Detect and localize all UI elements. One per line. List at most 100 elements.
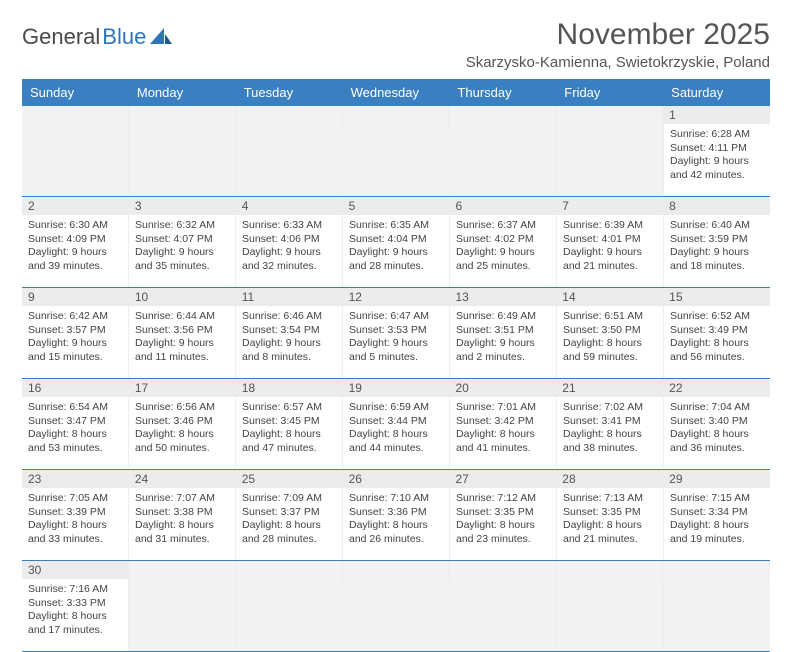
daynum-18: 18 xyxy=(236,379,343,397)
day-sunrise: Sunrise: 7:13 AM xyxy=(563,492,657,506)
daynum-22: 22 xyxy=(663,379,770,397)
day-day1: Daylight: 8 hours xyxy=(563,519,657,533)
daynum-row: 30 xyxy=(22,561,770,579)
daynum-20: 20 xyxy=(449,379,556,397)
day-cell: Sunrise: 6:52 AMSunset: 3:49 PMDaylight:… xyxy=(664,306,770,378)
day-sunset: Sunset: 3:46 PM xyxy=(135,415,229,429)
daynum-19: 19 xyxy=(343,379,450,397)
day-sunset: Sunset: 3:41 PM xyxy=(563,415,657,429)
month-title: November 2025 xyxy=(466,18,770,52)
day-cell: Sunrise: 7:02 AMSunset: 3:41 PMDaylight:… xyxy=(557,397,664,469)
day-sunrise: Sunrise: 7:10 AM xyxy=(349,492,443,506)
day-sunrise: Sunrise: 6:47 AM xyxy=(349,310,443,324)
day-sunset: Sunset: 3:56 PM xyxy=(135,324,229,338)
day-day2: and 26 minutes. xyxy=(349,533,443,547)
day-day1: Daylight: 8 hours xyxy=(28,519,122,533)
daynum-8: 8 xyxy=(663,197,770,215)
daynum-10: 10 xyxy=(129,288,236,306)
logo: GeneralBlue xyxy=(22,24,172,50)
day-day1: Daylight: 8 hours xyxy=(563,428,657,442)
daynum-28: 28 xyxy=(556,470,663,488)
day-cell: Sunrise: 6:46 AMSunset: 3:54 PMDaylight:… xyxy=(236,306,343,378)
day-sunrise: Sunrise: 7:07 AM xyxy=(135,492,229,506)
day-day2: and 41 minutes. xyxy=(456,442,550,456)
day-sunrise: Sunrise: 6:51 AM xyxy=(563,310,657,324)
weekday-header-saturday: Saturday xyxy=(663,79,770,106)
day-cell: Sunrise: 6:39 AMSunset: 4:01 PMDaylight:… xyxy=(557,215,664,287)
daynum-empty xyxy=(22,106,129,124)
day-cell: Sunrise: 6:37 AMSunset: 4:02 PMDaylight:… xyxy=(450,215,557,287)
day-day1: Daylight: 9 hours xyxy=(563,246,657,260)
daynum-empty xyxy=(556,561,663,579)
day-cell: Sunrise: 7:13 AMSunset: 3:35 PMDaylight:… xyxy=(557,488,664,560)
week-row: Sunrise: 7:16 AMSunset: 3:33 PMDaylight:… xyxy=(22,579,770,652)
week-row: Sunrise: 6:42 AMSunset: 3:57 PMDaylight:… xyxy=(22,306,770,379)
day-cell: Sunrise: 7:15 AMSunset: 3:34 PMDaylight:… xyxy=(664,488,770,560)
day-day1: Daylight: 8 hours xyxy=(242,428,336,442)
day-sunrise: Sunrise: 6:44 AM xyxy=(135,310,229,324)
day-day1: Daylight: 8 hours xyxy=(456,428,550,442)
day-sunset: Sunset: 3:57 PM xyxy=(28,324,122,338)
day-day2: and 21 minutes. xyxy=(563,260,657,274)
daynum-row: 23242526272829 xyxy=(22,470,770,488)
day-sunset: Sunset: 4:01 PM xyxy=(563,233,657,247)
day-sunset: Sunset: 3:40 PM xyxy=(670,415,764,429)
day-day1: Daylight: 8 hours xyxy=(349,519,443,533)
day-cell-empty xyxy=(664,579,770,651)
day-sunrise: Sunrise: 6:39 AM xyxy=(563,219,657,233)
day-cell-empty xyxy=(236,579,343,651)
day-day2: and 32 minutes. xyxy=(242,260,336,274)
day-sunset: Sunset: 4:11 PM xyxy=(670,142,764,156)
day-sunrise: Sunrise: 7:15 AM xyxy=(670,492,764,506)
day-sunrise: Sunrise: 6:57 AM xyxy=(242,401,336,415)
day-sunset: Sunset: 3:59 PM xyxy=(670,233,764,247)
day-sunrise: Sunrise: 6:30 AM xyxy=(28,219,122,233)
day-day2: and 5 minutes. xyxy=(349,351,443,365)
day-cell: Sunrise: 6:54 AMSunset: 3:47 PMDaylight:… xyxy=(22,397,129,469)
logo-text-blue: Blue xyxy=(102,24,146,50)
day-cell: Sunrise: 6:28 AMSunset: 4:11 PMDaylight:… xyxy=(664,124,770,196)
day-cell: Sunrise: 6:59 AMSunset: 3:44 PMDaylight:… xyxy=(343,397,450,469)
day-day1: Daylight: 9 hours xyxy=(28,246,122,260)
day-sunset: Sunset: 4:02 PM xyxy=(456,233,550,247)
day-day1: Daylight: 8 hours xyxy=(135,428,229,442)
day-cell: Sunrise: 6:32 AMSunset: 4:07 PMDaylight:… xyxy=(129,215,236,287)
day-day1: Daylight: 9 hours xyxy=(456,246,550,260)
day-day1: Daylight: 9 hours xyxy=(135,337,229,351)
day-cell: Sunrise: 7:05 AMSunset: 3:39 PMDaylight:… xyxy=(22,488,129,560)
day-day1: Daylight: 9 hours xyxy=(349,246,443,260)
daynum-14: 14 xyxy=(556,288,663,306)
day-sunrise: Sunrise: 6:49 AM xyxy=(456,310,550,324)
day-day2: and 50 minutes. xyxy=(135,442,229,456)
day-cell: Sunrise: 6:30 AMSunset: 4:09 PMDaylight:… xyxy=(22,215,129,287)
daynum-empty xyxy=(129,561,236,579)
day-day2: and 19 minutes. xyxy=(670,533,764,547)
day-sunset: Sunset: 3:50 PM xyxy=(563,324,657,338)
day-sunrise: Sunrise: 6:33 AM xyxy=(242,219,336,233)
day-sunset: Sunset: 3:44 PM xyxy=(349,415,443,429)
daynum-row: 16171819202122 xyxy=(22,379,770,397)
day-cell: Sunrise: 6:57 AMSunset: 3:45 PMDaylight:… xyxy=(236,397,343,469)
day-sunset: Sunset: 3:45 PM xyxy=(242,415,336,429)
day-sunrise: Sunrise: 6:54 AM xyxy=(28,401,122,415)
weekday-header-sunday: Sunday xyxy=(22,79,129,106)
day-day2: and 25 minutes. xyxy=(456,260,550,274)
weekday-header-wednesday: Wednesday xyxy=(343,79,450,106)
page-header: GeneralBlue November 2025 Skarzysko-Kami… xyxy=(22,18,770,71)
day-day1: Daylight: 8 hours xyxy=(28,610,122,624)
daynum-21: 21 xyxy=(556,379,663,397)
day-cell: Sunrise: 7:04 AMSunset: 3:40 PMDaylight:… xyxy=(664,397,770,469)
weeks-container: 1Sunrise: 6:28 AMSunset: 4:11 PMDaylight… xyxy=(22,106,770,652)
day-day1: Daylight: 8 hours xyxy=(242,519,336,533)
day-cell: Sunrise: 7:09 AMSunset: 3:37 PMDaylight:… xyxy=(236,488,343,560)
week-row: Sunrise: 6:28 AMSunset: 4:11 PMDaylight:… xyxy=(22,124,770,197)
daynum-17: 17 xyxy=(129,379,236,397)
day-day1: Daylight: 8 hours xyxy=(349,428,443,442)
day-cell-empty xyxy=(129,124,236,196)
week-row: Sunrise: 7:05 AMSunset: 3:39 PMDaylight:… xyxy=(22,488,770,561)
logo-text-general: General xyxy=(22,24,100,50)
day-cell-empty xyxy=(450,579,557,651)
title-block: November 2025 Skarzysko-Kamienna, Swieto… xyxy=(466,18,770,71)
day-cell: Sunrise: 6:33 AMSunset: 4:06 PMDaylight:… xyxy=(236,215,343,287)
day-day1: Daylight: 9 hours xyxy=(135,246,229,260)
